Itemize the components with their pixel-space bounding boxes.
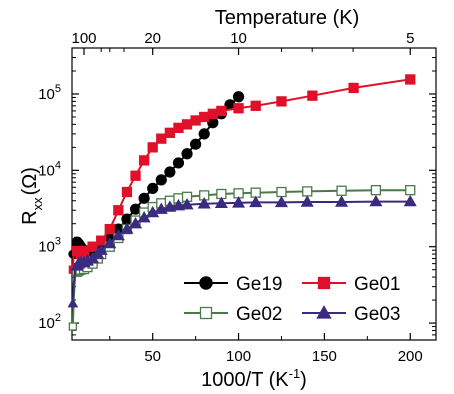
series-layer (67, 74, 417, 331)
data-point (156, 133, 167, 144)
series-ge01 (68, 74, 416, 274)
data-point (138, 155, 150, 166)
data-point (103, 236, 117, 249)
top-tick-label: 5 (406, 30, 414, 47)
data-point (130, 170, 141, 181)
legend-entry-ge19: Ge19 (184, 274, 282, 295)
data-point (147, 182, 159, 195)
top-tick-label: 10 (230, 30, 247, 47)
data-point (180, 197, 194, 210)
data-point (199, 111, 210, 123)
data-point (335, 195, 349, 207)
legend-marker (316, 305, 332, 319)
data-point (181, 119, 193, 130)
data-point (146, 205, 160, 218)
legend-marker (199, 306, 213, 320)
x-tick-label: 100 (226, 348, 251, 365)
data-point (300, 195, 314, 207)
y-axis-title: Rxx (Ω) (19, 167, 45, 225)
data-point (369, 194, 383, 207)
data-point (403, 194, 417, 207)
data-point (302, 186, 313, 197)
x-axis-title-close: ) (300, 369, 307, 391)
y-axis-title-unit: (Ω) (19, 167, 41, 195)
series-ge03 (67, 194, 417, 308)
data-point (67, 298, 79, 308)
legend: Ge19 Ge01 Ge02 Ge03 (184, 274, 400, 325)
y-tick-label: 104 (38, 159, 61, 179)
data-point (155, 174, 167, 186)
legend-entry-ge01: Ge01 (302, 274, 400, 295)
data-point (173, 122, 184, 134)
data-point (164, 166, 176, 178)
data-point (232, 91, 245, 103)
data-point (147, 142, 158, 153)
y-tick-label: 102 (38, 312, 61, 332)
legend-marker (199, 276, 213, 290)
data-point (78, 245, 90, 257)
x-axis-title-main: 1000/T (K (201, 369, 289, 391)
legend-label: Ge01 (354, 274, 400, 295)
data-point (198, 128, 210, 140)
data-point (138, 192, 150, 204)
data-point (163, 200, 177, 212)
data-point (164, 127, 176, 138)
data-point (94, 243, 108, 255)
x-axis-title: 1000/T (K-1) (201, 366, 307, 391)
data-point (181, 148, 193, 160)
data-point (370, 185, 382, 196)
x-tick-label: 50 (144, 348, 161, 365)
data-point (87, 241, 98, 252)
top-tick-label: 20 (144, 30, 161, 47)
data-point (348, 82, 359, 94)
data-point (233, 103, 244, 114)
legend-label: Ge19 (236, 274, 282, 295)
plot-frame (71, 47, 437, 341)
top-tick-label: 100 (72, 30, 97, 47)
data-point (121, 186, 133, 198)
data-point (274, 195, 288, 208)
legend-label: Ge03 (354, 304, 400, 325)
y-tick-label: 103 (38, 236, 61, 256)
data-point (276, 96, 287, 107)
x-tick-label: 200 (398, 348, 423, 365)
data-point (232, 196, 246, 208)
data-point (104, 223, 115, 235)
data-point (276, 186, 287, 198)
data-point (197, 197, 211, 209)
legend-label: Ge02 (236, 304, 282, 325)
data-point (249, 195, 263, 208)
data-point (214, 196, 228, 209)
y-tick-label: 105 (38, 83, 61, 103)
legend-entry-ge03: Ge03 (302, 304, 400, 325)
data-point (307, 90, 318, 101)
top-axis-title: Temperature (K) (215, 7, 360, 29)
data-point (120, 222, 134, 234)
data-point (405, 74, 416, 85)
data-point (190, 138, 202, 150)
data-point (216, 105, 227, 117)
data-point (129, 217, 143, 229)
data-point (172, 157, 185, 169)
x-axis-title-sup: -1 (289, 366, 301, 381)
data-point (207, 108, 218, 119)
data-point (405, 185, 416, 196)
data-point (250, 100, 261, 111)
data-point (336, 185, 347, 196)
data-point (68, 322, 78, 331)
x-tick-label: 150 (312, 348, 337, 365)
legend-entry-ge02: Ge02 (184, 304, 282, 325)
data-point (113, 205, 124, 216)
data-point (190, 115, 201, 126)
legend-marker (317, 276, 331, 290)
data-point (111, 228, 125, 241)
y-axis-title-main: R (19, 210, 41, 224)
y-axis-title-sub: xx (30, 197, 45, 211)
data-point (171, 198, 185, 211)
